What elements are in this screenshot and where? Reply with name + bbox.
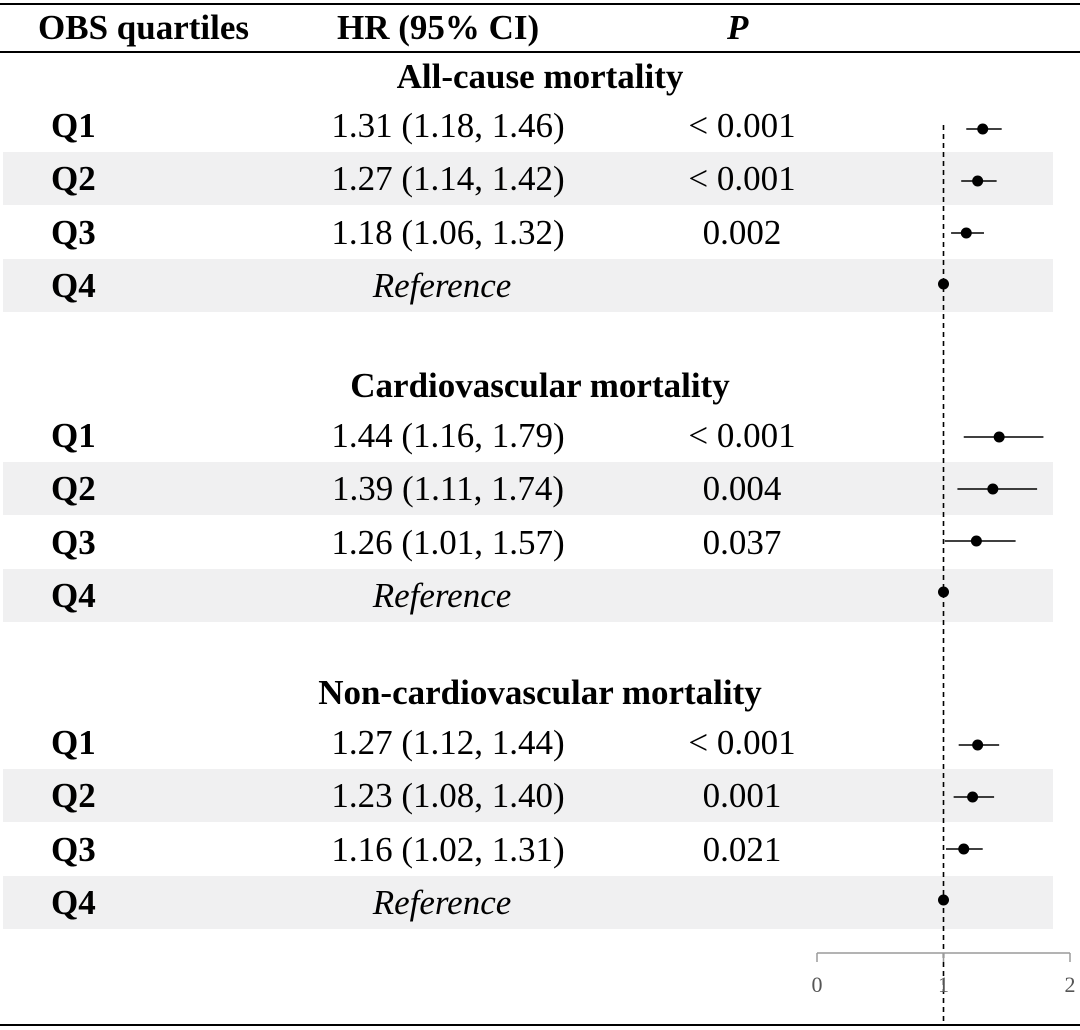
- hr-value: Reference: [372, 266, 512, 305]
- p-value: 0.004: [702, 469, 782, 508]
- table-row: Q1 1.27 (1.12, 1.44) < 0.001: [0, 716, 1080, 769]
- hr-value: 1.44 (1.16, 1.79): [331, 416, 565, 455]
- hr-point: [938, 894, 949, 906]
- hr-value: 1.18 (1.06, 1.32): [331, 213, 565, 252]
- table-row: Q2 1.27 (1.14, 1.42) < 0.001: [0, 152, 1080, 205]
- section-title-non-cardiovascular: Non-cardiovascular mortality: [318, 673, 762, 712]
- hr-point: [977, 123, 989, 135]
- row-band: [3, 769, 1053, 822]
- hr-value: Reference: [372, 576, 512, 615]
- p-value: 0.002: [702, 213, 782, 252]
- row-band: [3, 569, 1053, 622]
- row-band: [3, 152, 1053, 205]
- row-label: Q2: [51, 159, 96, 198]
- hr-point: [960, 227, 972, 239]
- header-rule: [0, 51, 1080, 53]
- section-title-all-cause: All-cause mortality: [396, 57, 684, 96]
- p-value: < 0.001: [688, 723, 796, 762]
- row-label: Q3: [51, 213, 96, 252]
- column-header-p: P: [727, 8, 749, 47]
- p-value: 0.021: [702, 830, 782, 869]
- table-row: Q3 1.16 (1.02, 1.31) 0.021: [0, 823, 1080, 876]
- hr-value: 1.27 (1.14, 1.42): [331, 159, 565, 198]
- row-label: Q2: [51, 776, 96, 815]
- hr-point: [993, 431, 1005, 443]
- row-label: Q4: [51, 576, 96, 615]
- row-label: Q2: [51, 469, 96, 508]
- x-tick-label: 1: [938, 972, 949, 997]
- p-value: < 0.001: [688, 416, 796, 455]
- column-header-quartiles: OBS quartiles: [38, 8, 250, 47]
- table-row: Q2 1.23 (1.08, 1.40) 0.001: [0, 769, 1080, 822]
- row-band: [3, 462, 1053, 515]
- hr-value: 1.23 (1.08, 1.40): [331, 776, 565, 815]
- hr-value: 1.16 (1.02, 1.31): [331, 830, 565, 869]
- p-value: 0.001: [702, 776, 782, 815]
- hr-value: 1.31 (1.18, 1.46): [331, 106, 565, 145]
- hr-point: [958, 843, 970, 855]
- row-label: Q4: [51, 266, 96, 305]
- row-label: Q3: [51, 523, 96, 562]
- table-row: Q4 Reference: [0, 569, 1080, 622]
- table-row: Q4 Reference: [0, 876, 1080, 929]
- hr-point: [938, 278, 949, 290]
- bottom-rule: [0, 1024, 1080, 1026]
- row-band: [3, 259, 1053, 312]
- p-value: 0.037: [702, 523, 782, 562]
- x-tick-label: 2: [1065, 972, 1076, 997]
- x-tick-label: 0: [812, 972, 823, 997]
- table-row: Q1 1.44 (1.16, 1.79) < 0.001: [0, 409, 1080, 462]
- section-title-cardiovascular: Cardiovascular mortality: [350, 366, 730, 405]
- hr-point: [967, 791, 979, 803]
- top-rule: [0, 3, 1080, 5]
- p-value: < 0.001: [688, 106, 796, 145]
- row-label: Q4: [51, 883, 96, 922]
- table-row: Q3 1.18 (1.06, 1.32) 0.002: [0, 206, 1080, 259]
- row-label: Q1: [51, 106, 96, 145]
- hr-value: Reference: [372, 883, 512, 922]
- hr-point: [987, 483, 999, 495]
- p-value: < 0.001: [688, 159, 796, 198]
- row-band: [3, 876, 1053, 929]
- hr-value: 1.27 (1.12, 1.44): [331, 723, 565, 762]
- hr-point: [970, 535, 982, 547]
- hr-value: 1.39 (1.11, 1.74): [331, 469, 564, 508]
- table-row: Q1 1.31 (1.18, 1.46) < 0.001: [0, 99, 1080, 152]
- hr-point: [938, 586, 949, 598]
- table-row: Q2 1.39 (1.11, 1.74) 0.004: [0, 462, 1080, 515]
- table-row: Q4 Reference: [0, 259, 1080, 312]
- hr-value: 1.26 (1.01, 1.57): [331, 523, 565, 562]
- table-row: Q3 1.26 (1.01, 1.57) 0.037: [0, 516, 1080, 569]
- hr-point: [972, 175, 984, 187]
- hr-point: [972, 739, 984, 751]
- row-label: Q1: [51, 416, 96, 455]
- row-label: Q1: [51, 723, 96, 762]
- column-header-hr: HR (95% CI): [337, 8, 540, 47]
- row-label: Q3: [51, 830, 96, 869]
